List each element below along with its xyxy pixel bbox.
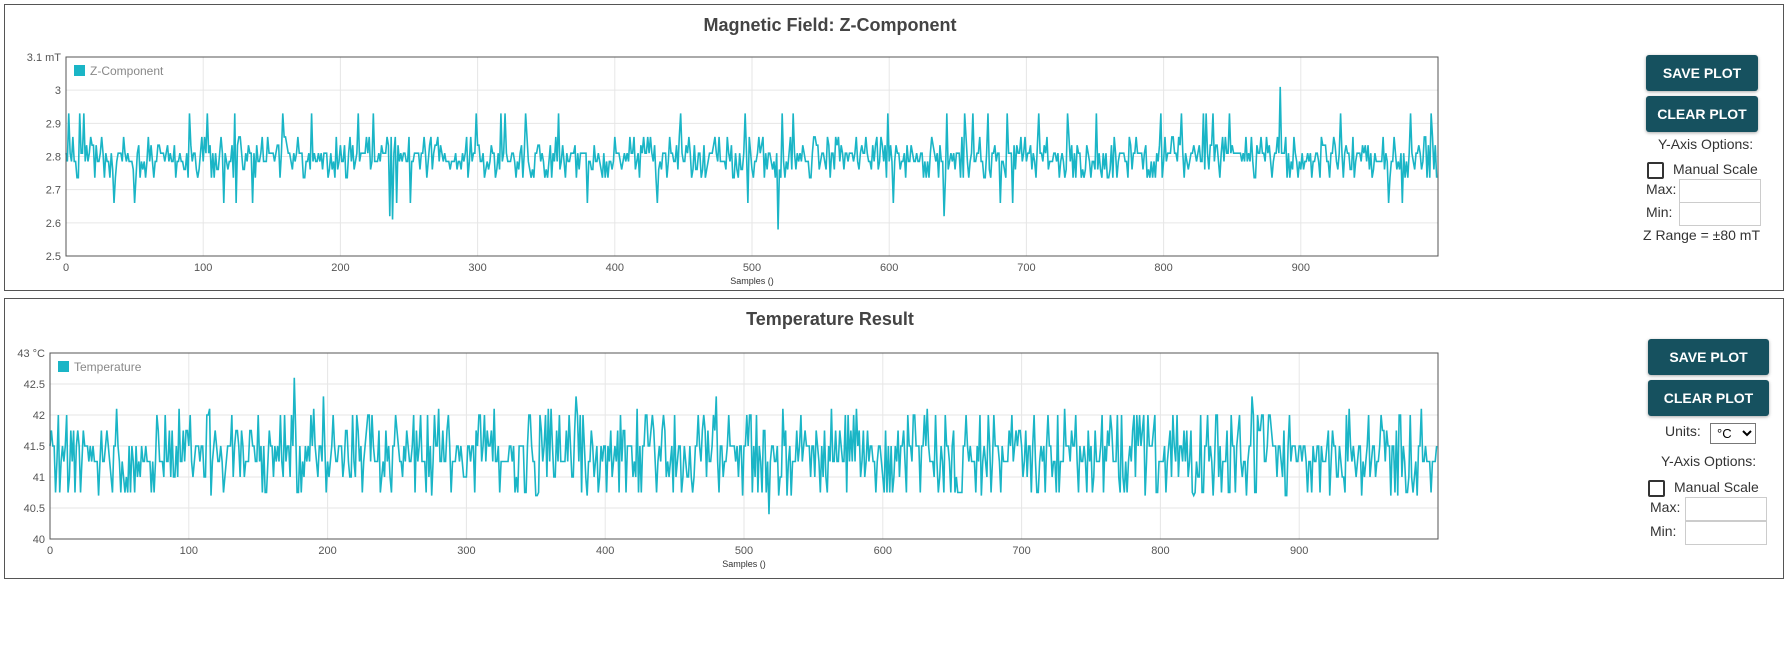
x-tick-label: 500 — [735, 545, 753, 557]
x-tick-label: 0 — [47, 545, 53, 557]
y-tick-label: 40 — [33, 534, 45, 546]
legend: Z-Component — [74, 64, 164, 78]
min-label: Min: — [1650, 523, 1677, 539]
x-tick-label: 100 — [194, 262, 212, 274]
manual-scale-checkbox[interactable] — [1648, 480, 1665, 497]
temperature-panel: Temperature Result 40 40.5 41 41.5 42 42.5 43 … — [4, 298, 1784, 579]
units-select[interactable]: °C — [1710, 423, 1756, 444]
x-tick-label: 100 — [180, 545, 198, 557]
chart-title: Temperature Result — [746, 309, 914, 329]
x-tick-label: 500 — [743, 262, 761, 274]
x-tick-label: 200 — [331, 262, 349, 274]
x-axis-ticks: 0 100 200 300 400 500 600 700 800 900 — [47, 545, 1308, 557]
manual-scale-label: Manual Scale — [1673, 161, 1758, 177]
plot-frame — [65, 56, 1439, 257]
x-tick-label: 600 — [874, 545, 892, 557]
y-tick-label: 43 °C — [17, 348, 45, 360]
x-tick-label: 200 — [318, 545, 336, 557]
series-line-z-component — [65, 86, 1438, 230]
y-tick-label: 3.1 mT — [27, 52, 62, 64]
y-tick-label: 2.5 — [46, 251, 61, 263]
manual-scale-checkbox[interactable] — [1647, 162, 1664, 179]
legend-swatch — [74, 65, 85, 76]
y-axis-ticks: 40 40.5 41 41.5 42 42.5 43 °C — [17, 348, 45, 546]
max-label: Max: — [1646, 181, 1677, 197]
manual-scale-label: Manual Scale — [1674, 479, 1759, 495]
temperature-chart: 40 40.5 41 41.5 42 42.5 43 °C 0 100 200 300 400 500… — [17, 348, 1439, 569]
y-tick-label: 40.5 — [24, 503, 45, 515]
series-line-temperature — [49, 377, 1438, 515]
z-range-note: Z Range = ±80 mT — [1643, 227, 1761, 243]
max-label: Max: — [1650, 499, 1681, 515]
x-tick-label: 600 — [880, 262, 898, 274]
y-tick-label: 42.5 — [24, 379, 45, 391]
y-axis-options-label: Y-Axis Options: — [1658, 136, 1754, 152]
chart-title: Magnetic Field: Z-Component — [703, 15, 957, 35]
min-input[interactable] — [1685, 521, 1767, 545]
max-input[interactable] — [1685, 497, 1767, 521]
x-tick-label: 400 — [596, 545, 614, 557]
x-axis-label: Samples () — [730, 276, 774, 286]
legend: Temperature — [58, 360, 142, 374]
x-tick-label: 900 — [1290, 545, 1308, 557]
y-tick-label: 3 — [55, 85, 61, 97]
x-tick-label: 0 — [63, 262, 69, 274]
plot-frame — [49, 352, 1439, 540]
x-tick-label: 700 — [1017, 262, 1035, 274]
x-tick-label: 700 — [1012, 545, 1030, 557]
max-input[interactable] — [1679, 179, 1761, 203]
save-plot-button[interactable]: SAVE PLOT — [1648, 339, 1769, 375]
units-label: Units: — [1665, 423, 1701, 439]
x-tick-label: 300 — [468, 262, 486, 274]
y-tick-label: 41.5 — [24, 441, 45, 453]
x-tick-label: 800 — [1151, 545, 1169, 557]
x-axis-label: Samples () — [722, 559, 766, 569]
y-axis-options-label: Y-Axis Options: — [1661, 453, 1757, 469]
save-plot-button[interactable]: SAVE PLOT — [1646, 55, 1758, 91]
magnetic-field-chart: 2.5 2.6 2.7 2.8 2.9 3 3.1 mT 0 100 200 300 400 500 6… — [27, 52, 1439, 286]
x-tick-label: 800 — [1154, 262, 1172, 274]
chart-grid — [65, 56, 1438, 257]
clear-plot-button[interactable]: CLEAR PLOT — [1646, 96, 1758, 132]
y-axis-ticks: 2.5 2.6 2.7 2.8 2.9 3 3.1 mT — [27, 52, 62, 263]
x-tick-label: 900 — [1292, 262, 1310, 274]
x-axis-ticks: 0 100 200 300 400 500 600 700 800 900 — [63, 262, 1310, 274]
legend-label: Z-Component — [90, 64, 164, 78]
min-label: Min: — [1646, 204, 1673, 220]
y-tick-label: 41 — [33, 472, 45, 484]
clear-plot-button[interactable]: CLEAR PLOT — [1648, 380, 1769, 416]
y-tick-label: 2.9 — [46, 118, 61, 130]
legend-label: Temperature — [74, 360, 142, 374]
min-input[interactable] — [1679, 202, 1761, 226]
legend-swatch — [58, 361, 69, 372]
y-tick-label: 2.8 — [46, 152, 61, 164]
y-tick-label: 42 — [33, 410, 45, 422]
y-tick-label: 2.6 — [46, 218, 61, 230]
x-tick-label: 300 — [457, 545, 475, 557]
magnetic-field-panel: Magnetic Field: Z-Component 2.5 2.6 2.7 2.8… — [4, 4, 1784, 291]
y-tick-label: 2.7 — [46, 185, 61, 197]
x-tick-label: 400 — [606, 262, 624, 274]
